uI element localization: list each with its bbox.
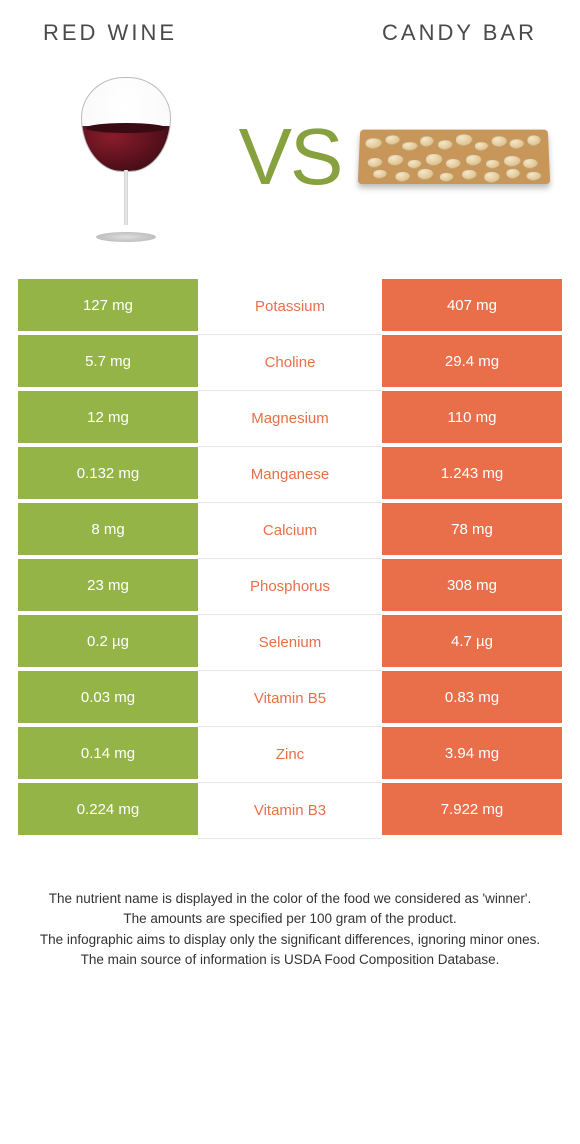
right-value: 0.83 mg — [382, 671, 562, 727]
left-image — [26, 64, 226, 249]
table-row: 5.7 mgCholine29.4 mg — [18, 335, 562, 391]
vs-label: VS — [239, 111, 342, 203]
table-row: 0.03 mgVitamin B50.83 mg — [18, 671, 562, 727]
table-row: 127 mgPotassium407 mg — [18, 279, 562, 335]
table-row: 23 mgPhosphorus308 mg — [18, 559, 562, 615]
left-value: 0.132 mg — [18, 447, 198, 503]
footer-line: The amounts are specified per 100 gram o… — [33, 909, 547, 929]
table-row: 8 mgCalcium78 mg — [18, 503, 562, 559]
right-value: 110 mg — [382, 391, 562, 447]
nutrient-label: Calcium — [198, 503, 382, 559]
table-row: 0.224 mgVitamin B37.922 mg — [18, 783, 562, 839]
nutrient-label: Phosphorus — [198, 559, 382, 615]
nutrient-label: Potassium — [198, 279, 382, 335]
nutrient-label: Magnesium — [198, 391, 382, 447]
nutrient-label: Choline — [198, 335, 382, 391]
nutrient-label: Vitamin B5 — [198, 671, 382, 727]
right-value: 3.94 mg — [382, 727, 562, 783]
table-row: 0.132 mgManganese1.243 mg — [18, 447, 562, 503]
nutrient-label: Vitamin B3 — [198, 783, 382, 839]
nutrient-label: Manganese — [198, 447, 382, 503]
header: RED WINE CANDY BAR — [18, 20, 562, 64]
left-value: 0.224 mg — [18, 783, 198, 839]
left-value: 0.14 mg — [18, 727, 198, 783]
left-value: 127 mg — [18, 279, 198, 335]
footer-line: The main source of information is USDA F… — [33, 950, 547, 970]
footer-line: The infographic aims to display only the… — [33, 930, 547, 950]
left-value: 0.2 µg — [18, 615, 198, 671]
left-value: 0.03 mg — [18, 671, 198, 727]
right-value: 7.922 mg — [382, 783, 562, 839]
right-image — [354, 64, 554, 249]
left-value: 5.7 mg — [18, 335, 198, 391]
images-row: VS — [18, 64, 562, 279]
left-value: 12 mg — [18, 391, 198, 447]
table-row: 12 mgMagnesium110 mg — [18, 391, 562, 447]
right-title: CANDY BAR — [382, 20, 537, 46]
table-row: 0.2 µgSelenium4.7 µg — [18, 615, 562, 671]
nutrient-table: 127 mgPotassium407 mg5.7 mgCholine29.4 m… — [18, 279, 562, 839]
nutrient-label: Selenium — [198, 615, 382, 671]
wine-glass-icon — [71, 72, 181, 242]
right-value: 4.7 µg — [382, 615, 562, 671]
right-value: 1.243 mg — [382, 447, 562, 503]
footer-line: The nutrient name is displayed in the co… — [33, 889, 547, 909]
table-row: 0.14 mgZinc3.94 mg — [18, 727, 562, 783]
left-value: 8 mg — [18, 503, 198, 559]
footer: The nutrient name is displayed in the co… — [18, 839, 562, 970]
nutrient-label: Zinc — [198, 727, 382, 783]
right-value: 29.4 mg — [382, 335, 562, 391]
right-value: 407 mg — [382, 279, 562, 335]
candy-bar-icon — [359, 129, 549, 184]
right-value: 308 mg — [382, 559, 562, 615]
left-title: RED WINE — [43, 20, 177, 46]
left-value: 23 mg — [18, 559, 198, 615]
right-value: 78 mg — [382, 503, 562, 559]
